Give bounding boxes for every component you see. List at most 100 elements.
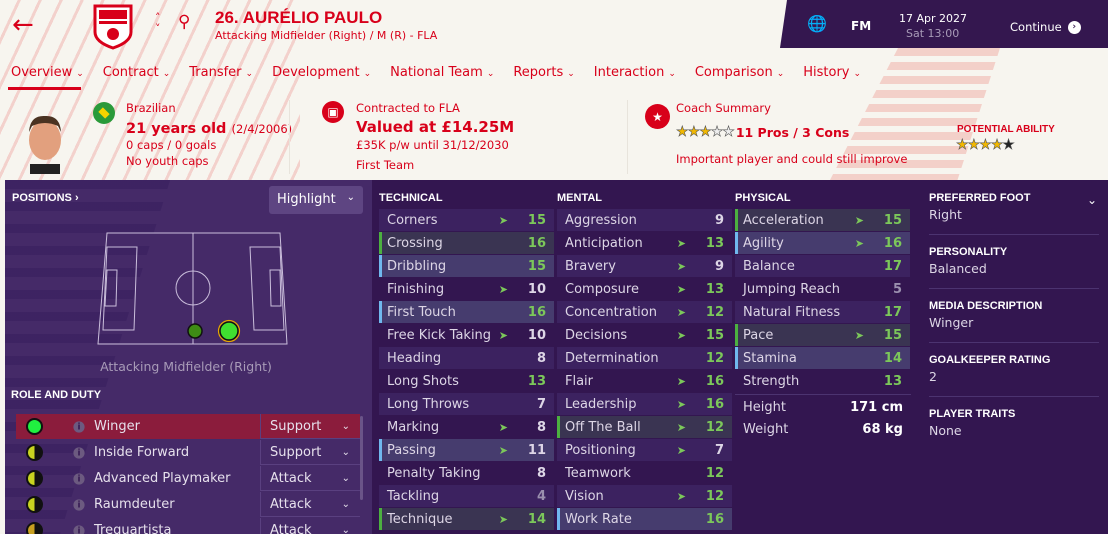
attribute-row[interactable]: Leadership ➤ 16 bbox=[557, 393, 732, 415]
training-arrow-icon: ➤ bbox=[676, 259, 686, 273]
scrollbar[interactable] bbox=[360, 416, 363, 500]
tab-label: Overview bbox=[11, 65, 73, 80]
attribute-row[interactable]: Passing ➤ 11 bbox=[379, 439, 554, 461]
attribute-row[interactable]: Corners ➤ 15 bbox=[379, 209, 554, 231]
chevron-down-icon: ⌄ bbox=[776, 69, 785, 79]
detail-label: PLAYER TRAITS bbox=[929, 408, 1016, 420]
attribute-row[interactable]: Finishing ➤ 10 bbox=[379, 278, 554, 300]
attribute-name: Free Kick Taking bbox=[387, 327, 492, 343]
training-arrow-icon: ➤ bbox=[676, 374, 686, 388]
attribute-row[interactable]: Tackling 4 bbox=[379, 485, 554, 507]
chevron-down-icon: ⌄ bbox=[486, 69, 495, 79]
role-row[interactable]: i Raumdeuter Attack ⌄ bbox=[16, 492, 360, 517]
attribute-row[interactable]: Dribbling 15 bbox=[379, 255, 554, 277]
attribute-row[interactable]: Flair ➤ 16 bbox=[557, 370, 732, 392]
info-icon[interactable]: i bbox=[73, 524, 85, 534]
attribute-row[interactable]: Strength 13 bbox=[735, 370, 910, 392]
attribute-value: 8 bbox=[536, 419, 546, 435]
attribute-row[interactable]: Vision ➤ 12 bbox=[557, 485, 732, 507]
role-row[interactable]: i Winger Support ⌄ bbox=[16, 414, 360, 439]
tab-interaction[interactable]: Interaction ⌄ bbox=[583, 65, 684, 87]
training-arrow-icon: ➤ bbox=[498, 328, 508, 342]
attribute-row[interactable]: Determination 12 bbox=[557, 347, 732, 369]
role-duty-title: ROLE AND DUTY bbox=[11, 389, 102, 401]
attribute-row[interactable]: Work Rate 16 bbox=[557, 508, 732, 530]
attribute-row[interactable]: Marking ➤ 8 bbox=[379, 416, 554, 438]
chevron-down-icon: ⌄ bbox=[341, 524, 350, 534]
attribute-row[interactable]: Composure ➤ 13 bbox=[557, 278, 732, 300]
detail-label: MEDIA DESCRIPTION bbox=[929, 300, 1043, 312]
continue-button[interactable]: Continue › bbox=[1010, 20, 1081, 34]
attribute-row[interactable]: Concentration ➤ 12 bbox=[557, 301, 732, 323]
tab-comparison[interactable]: Comparison ⌄ bbox=[684, 65, 792, 87]
tab-label: National Team bbox=[390, 65, 483, 80]
continue-label: Continue bbox=[1010, 20, 1062, 34]
tab-label: History bbox=[803, 65, 850, 80]
duty-dropdown[interactable]: Support ⌄ bbox=[260, 414, 360, 439]
attribute-row[interactable]: Bravery ➤ 9 bbox=[557, 255, 732, 277]
attribute-row[interactable]: Decisions ➤ 15 bbox=[557, 324, 732, 346]
attribute-row[interactable]: Long Shots 13 bbox=[379, 370, 554, 392]
attribute-row[interactable]: Heading 8 bbox=[379, 347, 554, 369]
player-value: Valued at £14.25M bbox=[356, 118, 515, 136]
attribute-row[interactable]: Penalty Taking 8 bbox=[379, 462, 554, 484]
attribute-row[interactable]: Aggression 9 bbox=[557, 209, 732, 231]
pros-cons[interactable]: 11 Pros / 3 Cons bbox=[735, 124, 850, 140]
attribute-row[interactable]: Long Throws 7 bbox=[379, 393, 554, 415]
duty-dropdown[interactable]: Attack ⌄ bbox=[260, 492, 360, 517]
attribute-row[interactable]: Acceleration ➤ 15 bbox=[735, 209, 910, 231]
club-crest-icon[interactable] bbox=[93, 4, 133, 50]
attribute-name: Determination bbox=[565, 350, 659, 366]
duty-dropdown[interactable]: Attack ⌄ bbox=[260, 466, 360, 491]
attribute-row[interactable]: Off The Ball ➤ 12 bbox=[557, 416, 732, 438]
tab-reports[interactable]: Reports ⌄ bbox=[502, 65, 582, 87]
contracted-club: Contracted to FLA bbox=[356, 101, 460, 115]
attribute-row[interactable]: Agility ➤ 16 bbox=[735, 232, 910, 254]
info-icon[interactable]: i bbox=[73, 498, 85, 511]
chevron-down-icon: ⌄ bbox=[668, 69, 676, 79]
tab-overview[interactable]: Overview ⌄ bbox=[0, 65, 92, 87]
attribute-row[interactable]: Teamwork 12 bbox=[557, 462, 732, 484]
tab-transfer[interactable]: Transfer ⌄ bbox=[178, 65, 261, 87]
duty-dropdown[interactable]: Attack ⌄ bbox=[260, 518, 360, 534]
attribute-row[interactable]: First Touch 16 bbox=[379, 301, 554, 323]
attribute-row[interactable]: Jumping Reach 5 bbox=[735, 278, 910, 300]
attribute-row[interactable]: Natural Fitness 17 bbox=[735, 301, 910, 323]
positions-title[interactable]: POSITIONS › bbox=[12, 192, 79, 204]
attribute-row[interactable]: Positioning ➤ 7 bbox=[557, 439, 732, 461]
training-arrow-icon: ➤ bbox=[498, 213, 508, 227]
info-icon[interactable]: i bbox=[73, 446, 85, 459]
attribute-row[interactable]: Balance 17 bbox=[735, 255, 910, 277]
role-row[interactable]: i Advanced Playmaker Attack ⌄ bbox=[16, 466, 360, 491]
info-icon[interactable]: i bbox=[73, 420, 85, 433]
search-icon[interactable]: ⚲ bbox=[178, 12, 191, 32]
role-row[interactable]: i Trequartista Attack ⌄ bbox=[16, 518, 360, 534]
detail-value: Winger bbox=[929, 315, 974, 330]
tab-bar: Overview ⌄ Contract ⌄ Transfer ⌄ Development ⌄ N… bbox=[0, 65, 869, 87]
role-row[interactable]: i Inside Forward Support ⌄ bbox=[16, 440, 360, 465]
attribute-row[interactable]: Pace ➤ 15 bbox=[735, 324, 910, 346]
attribute-name: Natural Fitness bbox=[743, 304, 841, 320]
prev-next-player-icon[interactable]: ˄ ˅ bbox=[155, 11, 161, 35]
training-arrow-icon: ➤ bbox=[498, 282, 508, 296]
attribute-row[interactable]: Anticipation ➤ 13 bbox=[557, 232, 732, 254]
attribute-row[interactable]: Crossing 16 bbox=[379, 232, 554, 254]
training-arrow-icon: ➤ bbox=[676, 420, 686, 434]
globe-icon[interactable]: 🌐 bbox=[807, 14, 827, 33]
position-label: Attacking Midfielder (Right) bbox=[100, 359, 272, 374]
game-date: 17 Apr 2027 bbox=[899, 12, 968, 25]
duty-dropdown[interactable]: Support ⌄ bbox=[260, 440, 360, 465]
tab-history[interactable]: History ⌄ bbox=[792, 65, 869, 87]
tab-development[interactable]: Development ⌄ bbox=[261, 65, 379, 87]
highlight-dropdown[interactable]: Highlight ⌄ bbox=[269, 186, 363, 214]
tab-contract[interactable]: Contract ⌄ bbox=[92, 65, 178, 87]
coach-summary-text: Important player and could still improve bbox=[676, 152, 908, 166]
chevron-down-icon[interactable]: ⌄ bbox=[1087, 193, 1098, 207]
attribute-row[interactable]: Free Kick Taking ➤ 10 bbox=[379, 324, 554, 346]
back-arrow-icon[interactable]: ← bbox=[12, 10, 34, 40]
tab-national-team[interactable]: National Team ⌄ bbox=[379, 65, 502, 87]
fm-logo[interactable]: FM bbox=[851, 19, 872, 33]
attribute-row[interactable]: Technique ➤ 14 bbox=[379, 508, 554, 530]
info-icon[interactable]: i bbox=[73, 472, 85, 485]
attribute-row[interactable]: Stamina 14 bbox=[735, 347, 910, 369]
